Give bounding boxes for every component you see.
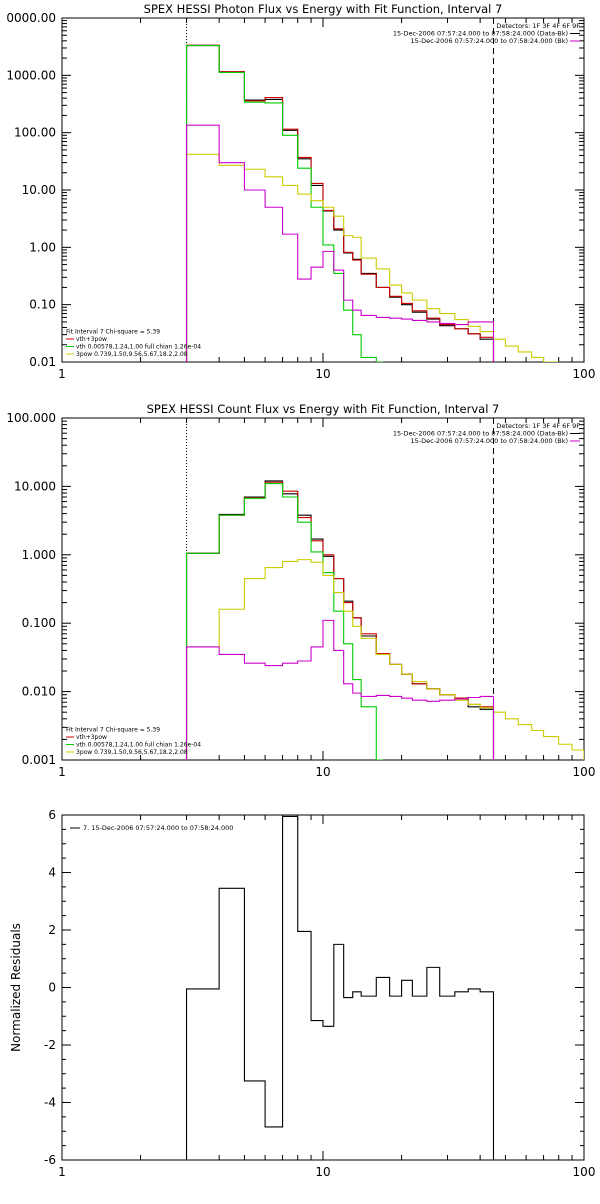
legend-entry: 15-Dec-2006 07:57:24.000 to 07:58:24.000… bbox=[411, 37, 569, 45]
legend-entry: Detectors: 1F 3F 4F 6F 9F bbox=[496, 422, 580, 430]
series-line bbox=[185, 619, 495, 760]
y-axis-label: Normalized Residuals bbox=[9, 923, 23, 1052]
y-tick-label: 0000.00 bbox=[6, 11, 56, 25]
series-line bbox=[185, 559, 584, 760]
y-tick-label: -6 bbox=[44, 1153, 56, 1167]
y-tick-label: 0.100 bbox=[22, 616, 56, 630]
x-tick-label: 10 bbox=[315, 765, 330, 779]
series-line bbox=[185, 481, 495, 760]
chart-title: SPEX HESSI Count Flux vs Energy with Fit… bbox=[147, 402, 500, 416]
y-tick-label: 10.000 bbox=[14, 479, 56, 493]
series-line bbox=[185, 124, 495, 362]
chart-title: SPEX HESSI Photon Flux vs Energy with Fi… bbox=[144, 2, 503, 16]
legend-entry: vth+3pow bbox=[76, 734, 107, 741]
x-tick-label: 1 bbox=[58, 1165, 66, 1179]
y-tick-label: 2 bbox=[48, 923, 56, 937]
series-group bbox=[185, 480, 584, 760]
y-tick-label: 1.00 bbox=[29, 240, 56, 254]
y-tick-label: 6 bbox=[48, 808, 56, 822]
y-tick-label: -4 bbox=[44, 1096, 56, 1110]
y-tick-label: 0.010 bbox=[22, 685, 56, 699]
legend-entry: Detectors: 1F 3F 4F 6F 9F bbox=[496, 22, 580, 30]
plot-frame bbox=[61, 814, 585, 1161]
panel-residuals: 1 10 100 6 4 2 0 -2 -4 -6 Normalized Residuals 7. 1… bbox=[9, 808, 595, 1179]
series-line bbox=[185, 153, 559, 362]
panel-count-flux: SPEX HESSI Count Flux vs Energy with Fit… bbox=[6, 402, 595, 779]
x-tick-label: 1 bbox=[58, 367, 66, 381]
panel-photon-flux: SPEX HESSI Photon Flux vs Energy with Fi… bbox=[6, 2, 595, 381]
y-tick-label: 0.01 bbox=[29, 355, 56, 369]
x-tick-label: 10 bbox=[315, 1165, 330, 1179]
legend-entry: vth+3pow bbox=[76, 336, 107, 343]
series-line bbox=[185, 480, 495, 760]
x-tick-label: 1 bbox=[58, 765, 66, 779]
legend-entry: vth 0.00578,1.24,1.00 full chian 1.26e-0… bbox=[76, 742, 201, 749]
y-tick-label: 100.00 bbox=[14, 126, 56, 140]
legend-entry: Fit Interval 7 Chi-square = 5.39 bbox=[66, 727, 160, 734]
legend-entry: 15-Dec-2006 07:57:24.000 to 07:58:24.000… bbox=[393, 430, 568, 438]
series-line bbox=[185, 815, 495, 1160]
x-tick-label: 100 bbox=[573, 367, 596, 381]
y-tick-label: 0.001 bbox=[22, 753, 56, 767]
y-tick-label: 1000.00 bbox=[6, 68, 56, 82]
y-tick-label: 4 bbox=[48, 866, 56, 880]
series-line bbox=[185, 45, 384, 362]
plot-frame bbox=[61, 417, 585, 761]
legend-entry: 15-Dec-2006 07:57:24.000 to 07:58:24.000… bbox=[393, 30, 568, 38]
series-line bbox=[185, 45, 495, 362]
y-tick-label: -2 bbox=[44, 1038, 56, 1052]
legend-entry: 3pow 0.739,1.50,9.56,5.67,18.2,2.08 bbox=[76, 351, 188, 358]
legend-entry: 3pow 0.739,1.50,9.56,5.67,18.2,2.08 bbox=[76, 749, 188, 756]
x-tick-label: 100 bbox=[573, 765, 596, 779]
y-tick-label: 100.000 bbox=[6, 411, 56, 425]
legend-entry: vth 0.00578,1.24,1.00 full chian 1.26e-0… bbox=[76, 344, 201, 351]
series-group bbox=[185, 44, 559, 362]
legend-entry: Fit Interval 7 Chi-square = 5.39 bbox=[66, 329, 160, 336]
y-tick-label: 0.10 bbox=[29, 298, 56, 312]
legend-entry: 15-Dec-2006 07:57:24.000 to 07:58:24.000… bbox=[411, 437, 569, 445]
y-tick-label: 0 bbox=[48, 981, 56, 995]
legend-entry: 7. 15-Dec-2006 07:57:24.000 to 07:58:24.… bbox=[83, 824, 233, 832]
series-line bbox=[185, 44, 495, 362]
series-line bbox=[185, 483, 384, 760]
series-group bbox=[185, 815, 495, 1160]
x-tick-label: 10 bbox=[315, 367, 330, 381]
y-tick-label: 10.00 bbox=[22, 183, 56, 197]
x-tick-label: 100 bbox=[573, 1165, 596, 1179]
y-tick-label: 1.000 bbox=[22, 548, 56, 562]
